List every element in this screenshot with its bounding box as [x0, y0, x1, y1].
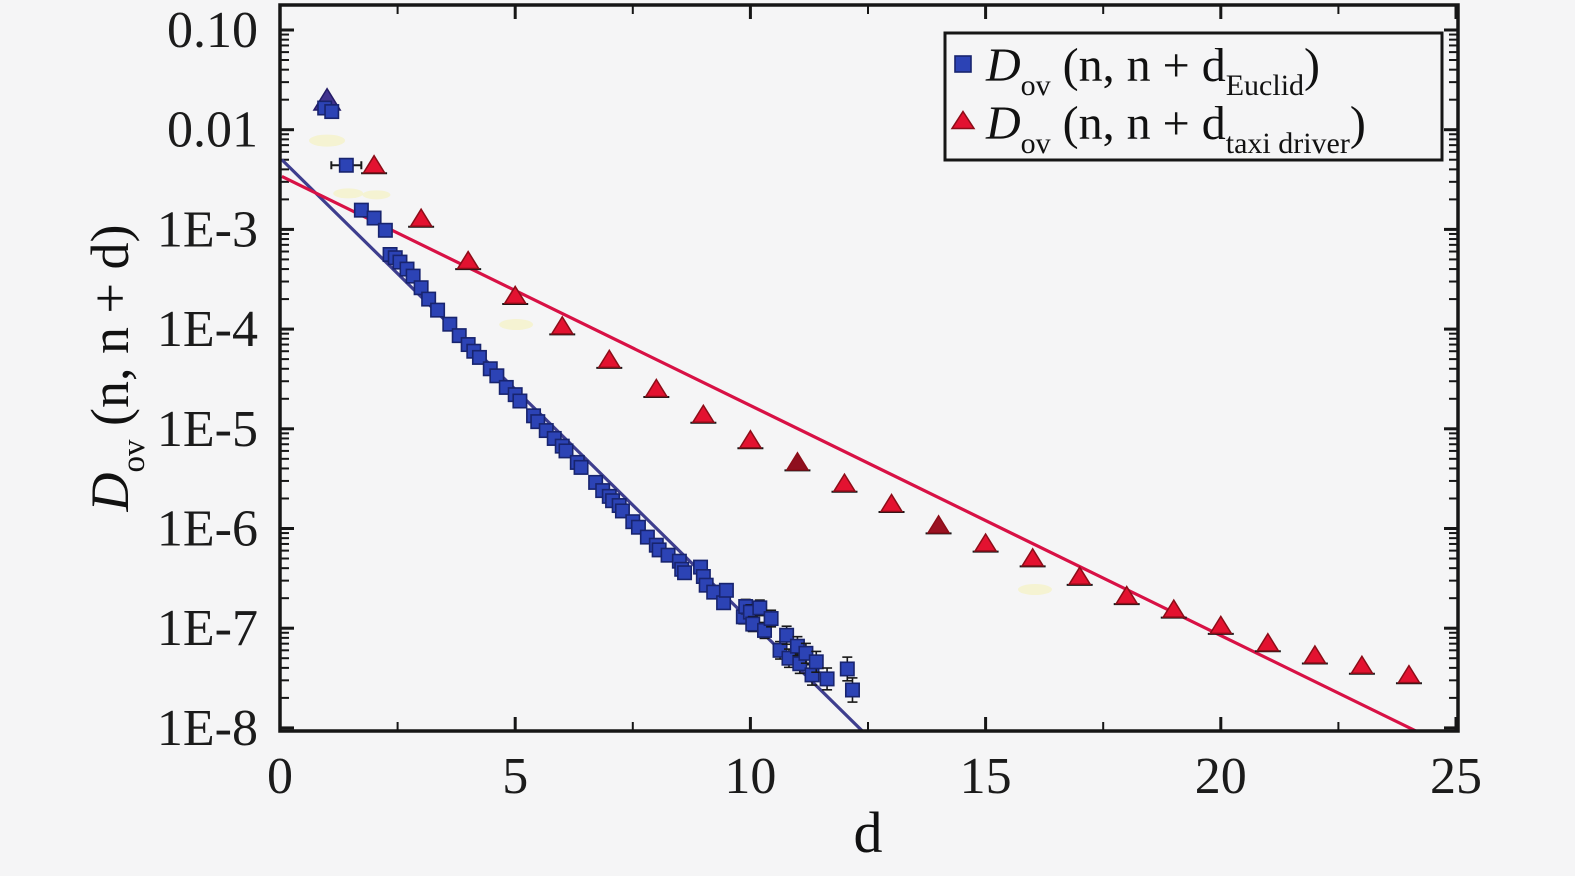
- x-tick-label: 0: [267, 748, 293, 805]
- y-tick-label: 1E-5: [157, 401, 258, 458]
- triangle-marker: [550, 315, 575, 335]
- square-marker: [808, 654, 824, 670]
- legend-square-marker: [954, 55, 972, 73]
- x-tick-label: 15: [960, 748, 1012, 805]
- triangle-marker: [503, 285, 528, 305]
- y-tick-label: 1E-4: [157, 301, 258, 358]
- x-tick-label: 20: [1195, 748, 1247, 805]
- triangle-marker: [973, 532, 998, 552]
- triangle-marker: [1161, 598, 1186, 618]
- y-tick-label: 1E-3: [157, 201, 258, 258]
- compression-artifact: [333, 188, 364, 199]
- triangle-marker: [785, 451, 810, 471]
- x-axis-label: d: [854, 800, 883, 865]
- triangle-marker: [644, 378, 669, 398]
- euclid-series: [317, 100, 860, 703]
- y-tick-label: 1E-6: [157, 501, 258, 558]
- x-tick-label: 5: [502, 748, 528, 805]
- triangle-marker: [1208, 614, 1233, 635]
- square-marker: [752, 600, 768, 616]
- square-marker: [779, 627, 795, 643]
- triangle-marker: [1255, 632, 1280, 652]
- triangle-marker: [691, 403, 716, 424]
- compression-artifact: [499, 319, 534, 331]
- triangle-marker: [738, 429, 763, 449]
- square-marker: [413, 280, 429, 296]
- y-tick-label: 1E-7: [157, 600, 258, 657]
- square-marker: [489, 368, 505, 384]
- legend-entry-label: Dov (n, n + dtaxi driver): [985, 97, 1366, 160]
- square-marker: [716, 595, 732, 611]
- compression-artifact: [309, 134, 346, 147]
- square-marker: [442, 316, 458, 332]
- taxi-series: [312, 87, 1422, 685]
- legend-triangle-marker: [950, 110, 976, 130]
- compression-artifact: [362, 190, 391, 200]
- square-marker: [353, 202, 369, 218]
- triangle-marker: [362, 154, 386, 174]
- triangle-marker: [879, 493, 904, 513]
- triangle-marker: [409, 207, 433, 227]
- triangle-marker: [597, 348, 622, 369]
- square-marker: [512, 393, 528, 409]
- square-marker: [377, 222, 393, 238]
- triangle-marker: [456, 250, 481, 270]
- x-tick-label: 10: [724, 748, 776, 805]
- triangle-marker: [1397, 664, 1421, 684]
- triangle-marker: [926, 514, 951, 534]
- taxi-fit-line: [281, 174, 1417, 731]
- square-marker: [471, 349, 487, 365]
- legend-entry-label: Dov (n, n + dEuclid): [985, 39, 1320, 102]
- y-axis-label-text: Dov (n, n + d): [80, 225, 152, 513]
- y-axis-label: Dov (n, n + d): [80, 225, 152, 513]
- square-marker: [405, 268, 421, 284]
- triangle-marker: [1303, 644, 1327, 664]
- square-marker: [718, 582, 734, 598]
- square-marker: [839, 661, 855, 677]
- square-marker: [366, 210, 382, 226]
- y-tick-label: 0.01: [167, 102, 258, 159]
- legend-box: [943, 31, 1444, 162]
- square-marker: [573, 459, 589, 475]
- compression-artifact: [1017, 584, 1052, 596]
- triangle-marker: [1350, 654, 1374, 675]
- x-tick-label: 25: [1430, 748, 1482, 805]
- square-marker: [421, 291, 437, 307]
- y-tick-label: 0.10: [167, 2, 258, 59]
- triangle-marker: [1114, 585, 1139, 605]
- square-marker: [677, 565, 693, 581]
- plot-frame: [278, 3, 1460, 733]
- square-marker: [558, 443, 574, 459]
- square-marker: [844, 682, 860, 698]
- triangle-marker: [832, 472, 857, 492]
- y-tick-label: 1E-8: [157, 700, 258, 757]
- square-marker: [819, 671, 835, 687]
- square-marker: [430, 302, 446, 318]
- square-marker: [324, 104, 340, 120]
- triangle-marker: [1067, 565, 1092, 586]
- plot-area: 0 5 10 15 20 25 0.10 0.01 1E-3 1E-4 1E-5 1E-6 1E-7 1E…: [157, 2, 1482, 805]
- square-marker: [338, 157, 354, 173]
- triangle-marker: [1020, 547, 1045, 567]
- square-marker: [763, 611, 779, 627]
- legend: Dov (n, n + dEuclid)Dov (n, n + dtaxi dr…: [943, 31, 1444, 162]
